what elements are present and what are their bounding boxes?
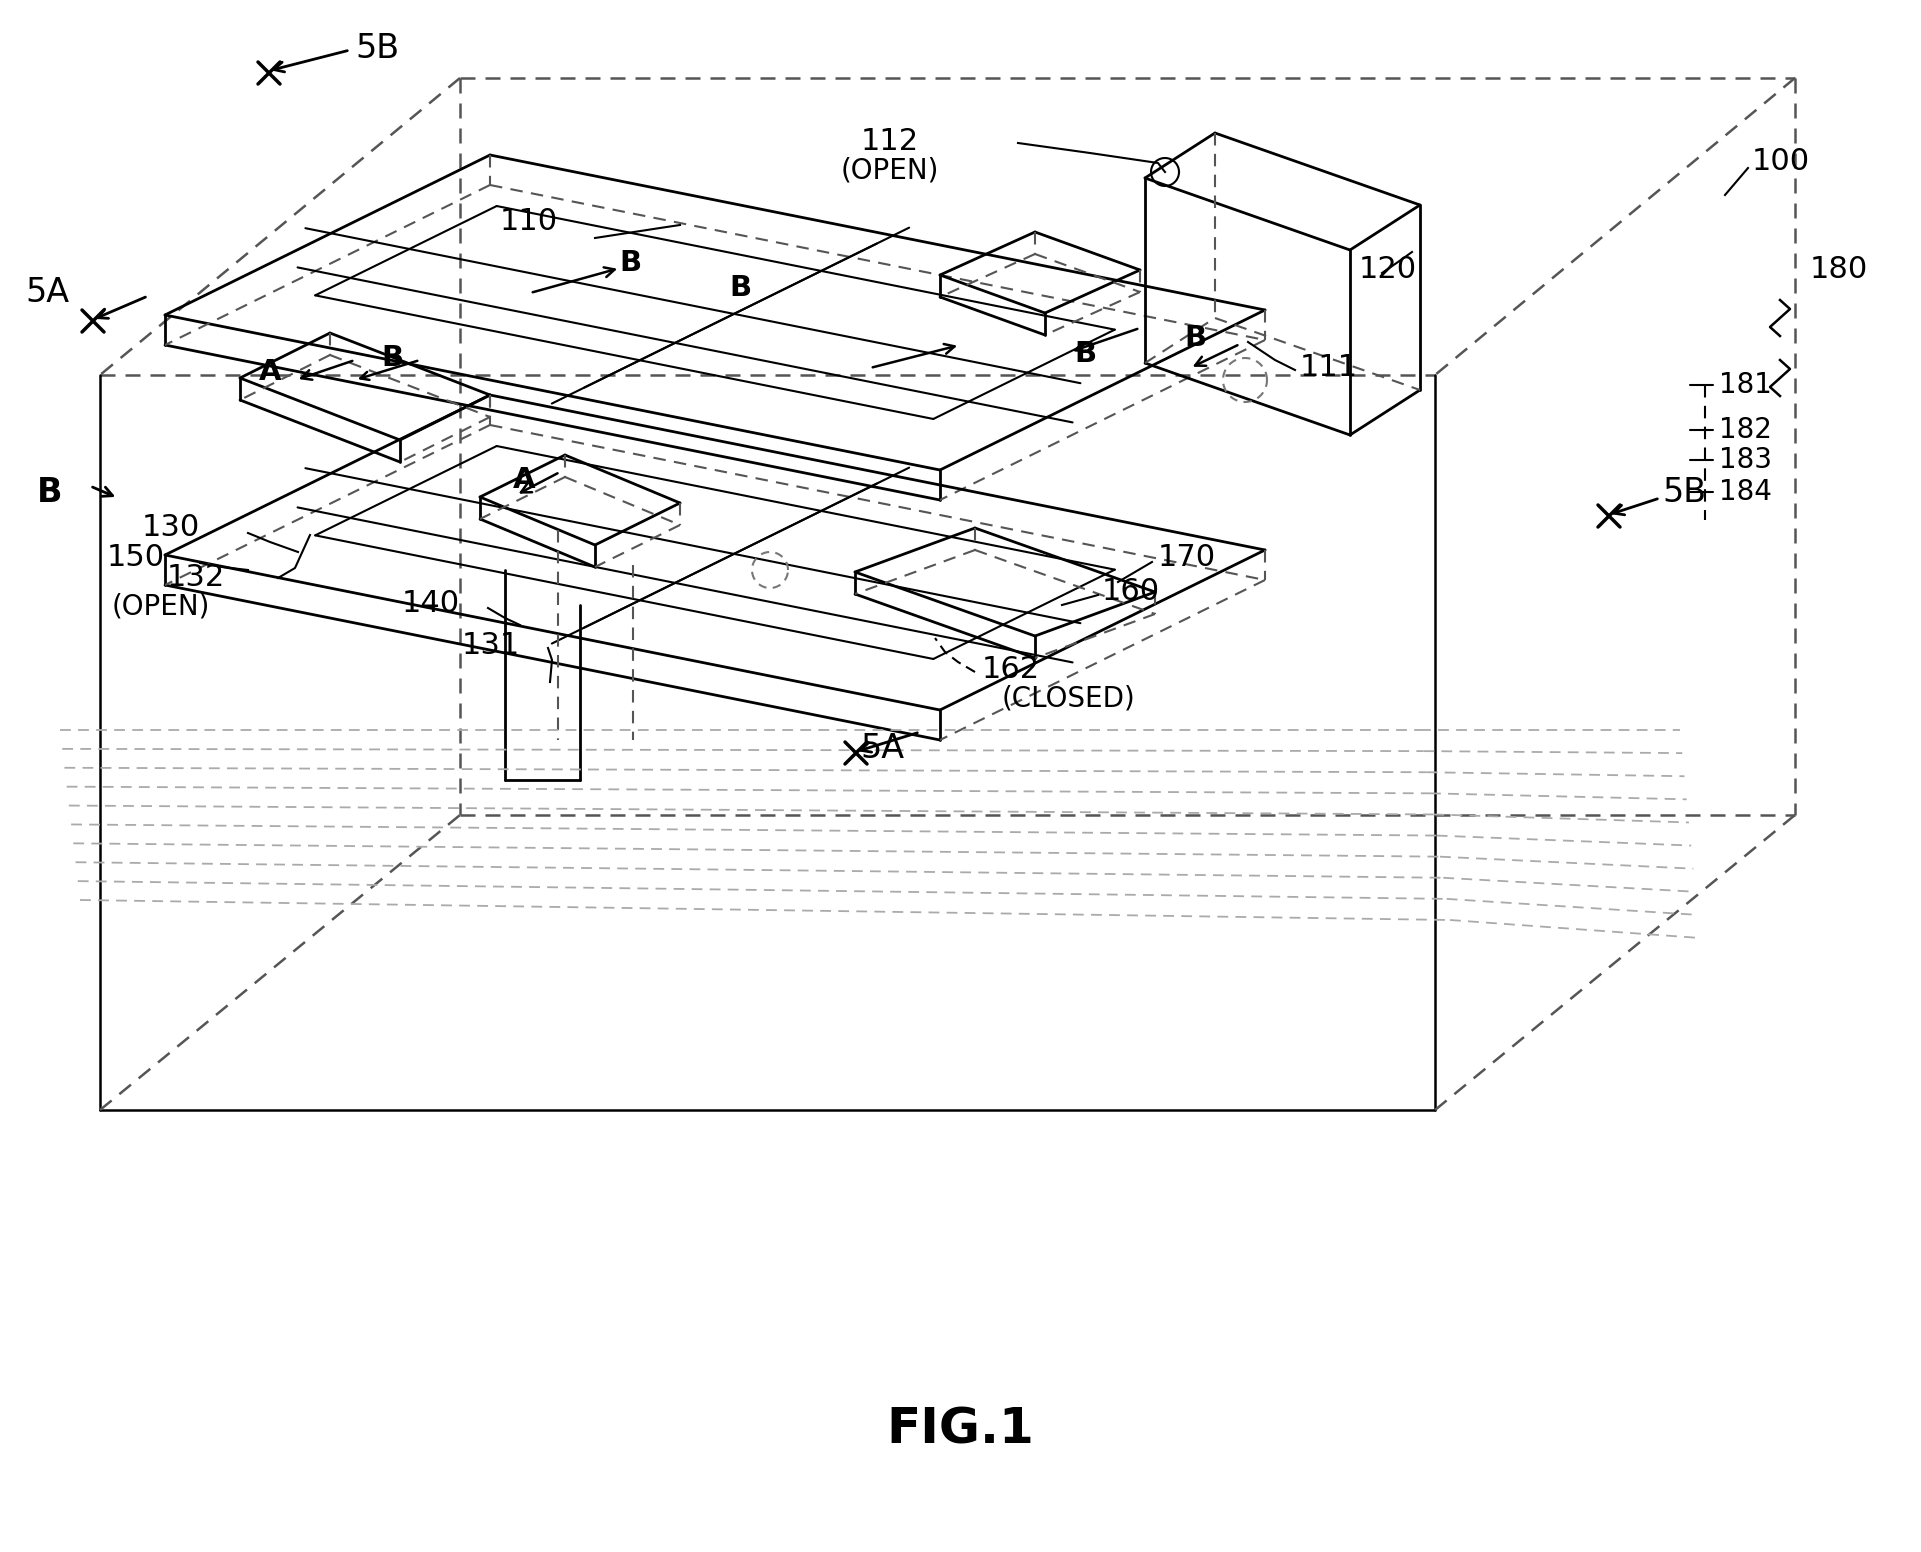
Text: 112: 112 — [861, 127, 918, 157]
Text: 183: 183 — [1719, 445, 1771, 473]
Text: (OPEN): (OPEN) — [841, 157, 939, 185]
Text: 140: 140 — [401, 588, 459, 618]
Text: 160: 160 — [1103, 577, 1160, 607]
Text: 181: 181 — [1719, 371, 1771, 399]
Text: 170: 170 — [1158, 543, 1216, 573]
Text: (CLOSED): (CLOSED) — [1003, 684, 1135, 712]
Text: 5B: 5B — [1662, 476, 1706, 509]
Text: FIG.1: FIG.1 — [886, 1406, 1033, 1454]
Text: 5A: 5A — [25, 276, 69, 309]
Text: 111: 111 — [1301, 354, 1358, 382]
Text: 120: 120 — [1358, 256, 1418, 284]
Text: 110: 110 — [499, 208, 559, 236]
Text: 5A: 5A — [861, 731, 905, 765]
Text: B: B — [380, 345, 403, 372]
Text: B: B — [728, 275, 751, 303]
Text: 150: 150 — [108, 543, 165, 573]
Text: 130: 130 — [142, 512, 200, 542]
Text: B: B — [1183, 324, 1206, 352]
Text: 182: 182 — [1719, 416, 1771, 444]
Text: 100: 100 — [1752, 147, 1810, 177]
Text: 131: 131 — [461, 630, 521, 660]
Text: 184: 184 — [1719, 478, 1771, 506]
Text: 162: 162 — [982, 655, 1039, 684]
Text: 180: 180 — [1810, 256, 1869, 284]
Text: 132: 132 — [167, 563, 225, 593]
Text: (OPEN): (OPEN) — [111, 591, 209, 619]
Text: 5B: 5B — [355, 31, 400, 65]
Text: A: A — [513, 466, 536, 494]
Text: B: B — [1074, 340, 1097, 368]
Text: B: B — [619, 248, 642, 276]
Text: A: A — [259, 359, 280, 386]
Text: B: B — [36, 475, 61, 509]
